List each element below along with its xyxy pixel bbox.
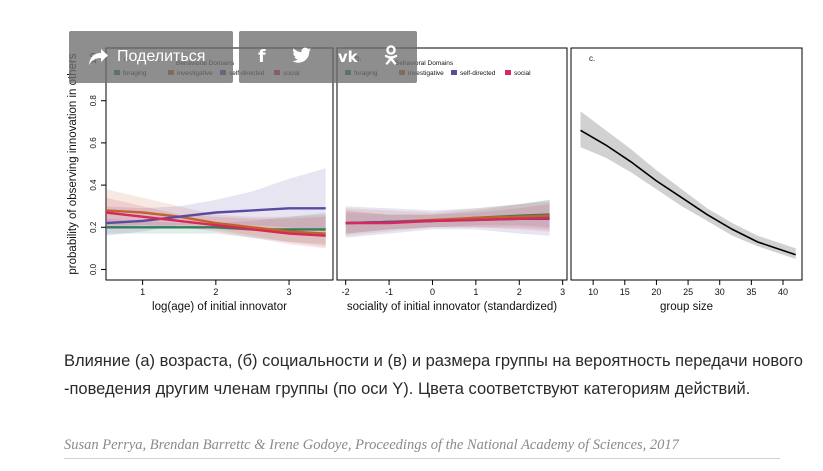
y-tick-label: 0.6 — [89, 137, 98, 149]
share-button[interactable]: Поделиться — [69, 31, 233, 83]
twitter-icon[interactable] — [292, 47, 312, 68]
plot-frame — [570, 47, 803, 281]
chart-panel-3: 10 15 20 25 30 35 40 group size c. — [570, 47, 803, 313]
share-arrow-icon — [89, 49, 108, 65]
figure: 1 2 3 log(age) of initial innovator 0.0 0.2 0.… — [62, 40, 810, 330]
series-line-social — [345, 216, 550, 225]
share-label: Поделиться — [117, 48, 206, 65]
x-tick-label: 1 — [473, 287, 478, 297]
x-tick-label: 0 — [430, 287, 435, 297]
legend-title: Behavioral Domains — [395, 60, 454, 67]
series-line-social — [105, 211, 326, 237]
x-tick-label: 2 — [213, 287, 218, 297]
x-tick-label: 25 — [683, 287, 693, 297]
y-tick-label: 0.2 — [89, 221, 98, 233]
y-tick-label: 0.0 — [89, 263, 98, 275]
series-line-investigative — [105, 209, 326, 235]
x-tick-label: -2 — [342, 287, 350, 297]
x-tick-label: 10 — [588, 287, 598, 297]
x-tick-label: 30 — [715, 287, 725, 297]
x-tick-label: 1 — [140, 287, 145, 297]
confidence-band-foraging — [345, 199, 550, 234]
x-axis-label: log(age) of initial innovator — [152, 301, 287, 313]
legend-item-social: social — [514, 70, 531, 77]
x-axis-label: sociality of initial innovator (standard… — [347, 301, 557, 313]
legend-swatch-social — [505, 70, 511, 75]
series-line-group-size — [580, 129, 796, 256]
x-tick-label: 3 — [560, 287, 565, 297]
x-tick-label: 15 — [620, 287, 630, 297]
plot-frame — [105, 47, 334, 281]
x-axis-label: group size — [660, 301, 713, 313]
y-tick-label: 0.4 — [89, 179, 98, 191]
y-tick-label: 0.8 — [89, 95, 98, 107]
x-tick-label: 40 — [778, 287, 788, 297]
series-line-self-directed — [105, 207, 326, 225]
legend-swatch-self-directed — [451, 70, 457, 75]
x-tick-label: 20 — [651, 287, 661, 297]
y-axis-label: probability of observing innovation in o… — [67, 53, 79, 274]
x-tick-label: 2 — [517, 287, 522, 297]
x-tick-label: 3 — [287, 287, 292, 297]
facebook-icon[interactable]: f — [258, 47, 266, 67]
legend-item-investigative: investigative — [408, 70, 444, 77]
vk-icon[interactable]: vk — [337, 48, 358, 66]
share-bar: Поделиться f vk — [69, 31, 417, 83]
odnoklassniki-icon[interactable] — [384, 44, 398, 70]
figure-caption: Влияние (а) возраста, (б) социальности и… — [64, 352, 803, 398]
panel-label: c. — [589, 54, 595, 63]
plot-frame — [336, 47, 568, 281]
figure-source: Susan Perrya, Brendan Barrettc & Irene G… — [64, 437, 780, 459]
legend-item-self-directed: self-directed — [460, 70, 496, 77]
series-line-foraging — [106, 226, 326, 231]
confidence-band-series — [580, 111, 796, 259]
x-tick-label: 35 — [746, 287, 756, 297]
x-tick-label: -1 — [385, 287, 393, 297]
social-buttons: f vk — [239, 31, 417, 83]
